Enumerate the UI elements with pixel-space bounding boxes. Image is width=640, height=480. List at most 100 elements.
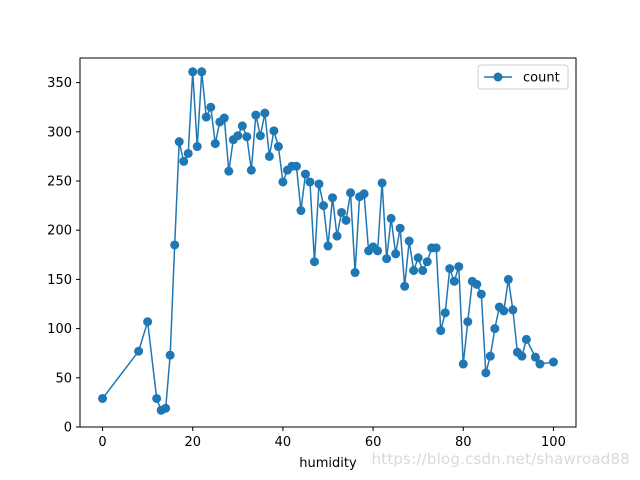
data-point: [445, 264, 455, 274]
data-point: [499, 306, 509, 316]
data-point: [463, 317, 473, 327]
data-point: [418, 266, 428, 276]
legend: count: [477, 64, 569, 90]
x-axis-label: humidity: [299, 456, 357, 471]
data-point: [143, 317, 153, 327]
data-point: [332, 231, 342, 241]
data-point: [210, 139, 220, 149]
data-point: [346, 188, 356, 198]
data-point: [318, 201, 328, 211]
data-point: [98, 393, 108, 403]
y-tick-label: 350: [47, 76, 72, 91]
data-point: [382, 254, 392, 264]
data-point: [255, 131, 265, 141]
data-point: [350, 268, 360, 278]
data-point: [161, 403, 171, 413]
data-point: [237, 121, 247, 131]
data-point: [404, 236, 414, 246]
data-point: [431, 243, 441, 253]
data-point: [548, 357, 558, 367]
data-point: [521, 334, 531, 344]
data-point: [269, 126, 279, 136]
data-point: [300, 169, 310, 179]
data-point: [409, 266, 419, 276]
data-point: [517, 351, 527, 361]
data-point: [454, 262, 464, 272]
data-point: [278, 177, 288, 187]
data-point: [152, 393, 162, 403]
plot-area: [79, 57, 577, 428]
data-point: [323, 241, 333, 251]
data-point: [134, 346, 144, 356]
data-point: [503, 274, 513, 284]
data-point: [224, 166, 234, 176]
data-point: [413, 253, 423, 263]
data-point: [422, 257, 432, 267]
x-tick-label: 40: [275, 435, 292, 450]
data-point: [328, 193, 338, 203]
data-point: [260, 108, 270, 118]
data-point: [458, 359, 468, 369]
data-point: [449, 276, 459, 286]
data-point: [508, 305, 518, 315]
data-point: [179, 156, 189, 166]
data-point: [201, 112, 211, 122]
x-tick-label: 0: [98, 435, 106, 450]
data-point: [206, 102, 216, 112]
data-point: [481, 368, 491, 378]
data-point: [400, 281, 410, 291]
data-point: [314, 179, 324, 189]
x-tick-label: 100: [541, 435, 566, 450]
data-point: [391, 249, 401, 259]
data-point: [219, 113, 229, 123]
axis-ticks: 0 20 40 60 80 100 0 50 100 150 200 250 300 350: [47, 76, 566, 450]
y-tick-label: 300: [47, 125, 72, 140]
data-point: [436, 326, 446, 336]
data-point: [309, 257, 319, 267]
data-point: [377, 178, 387, 188]
data-point: [490, 324, 500, 334]
y-tick-label: 0: [64, 421, 72, 436]
data-point: [530, 352, 540, 362]
y-tick-label: 200: [47, 224, 72, 239]
data-point: [246, 165, 256, 175]
data-point: [197, 67, 207, 77]
data-point: [386, 213, 396, 223]
data-point: [395, 223, 405, 233]
data-point: [192, 142, 202, 152]
data-point: [264, 151, 274, 161]
series-count: [98, 67, 558, 415]
legend-label-count: count: [523, 71, 560, 86]
data-point: [291, 161, 301, 171]
data-point: [535, 359, 545, 369]
legend-box: [477, 64, 569, 90]
x-tick-label: 20: [184, 435, 201, 450]
data-point: [440, 308, 450, 318]
y-tick-label: 100: [47, 322, 72, 337]
y-tick-label: 250: [47, 175, 72, 190]
watermark: https://blog.csdn.net/shawroad88: [371, 450, 630, 468]
x-tick-label: 60: [365, 435, 382, 450]
data-point: [476, 289, 486, 299]
legend-marker-icon: [493, 72, 503, 82]
data-point: [183, 148, 193, 158]
y-tick-label: 150: [47, 273, 72, 288]
data-point: [188, 67, 198, 77]
y-tick-label: 50: [55, 371, 72, 386]
data-point: [242, 132, 252, 142]
data-point: [170, 240, 180, 250]
data-point: [472, 279, 482, 289]
data-point: [337, 207, 347, 217]
data-point: [485, 351, 495, 361]
data-point: [359, 189, 369, 199]
data-point: [165, 350, 175, 360]
data-point: [273, 142, 283, 152]
data-point: [296, 206, 306, 216]
data-point: [233, 131, 243, 141]
data-point: [341, 215, 351, 225]
data-point: [373, 246, 383, 256]
data-point: [174, 137, 184, 147]
data-point: [251, 110, 261, 120]
data-point: [305, 177, 315, 187]
